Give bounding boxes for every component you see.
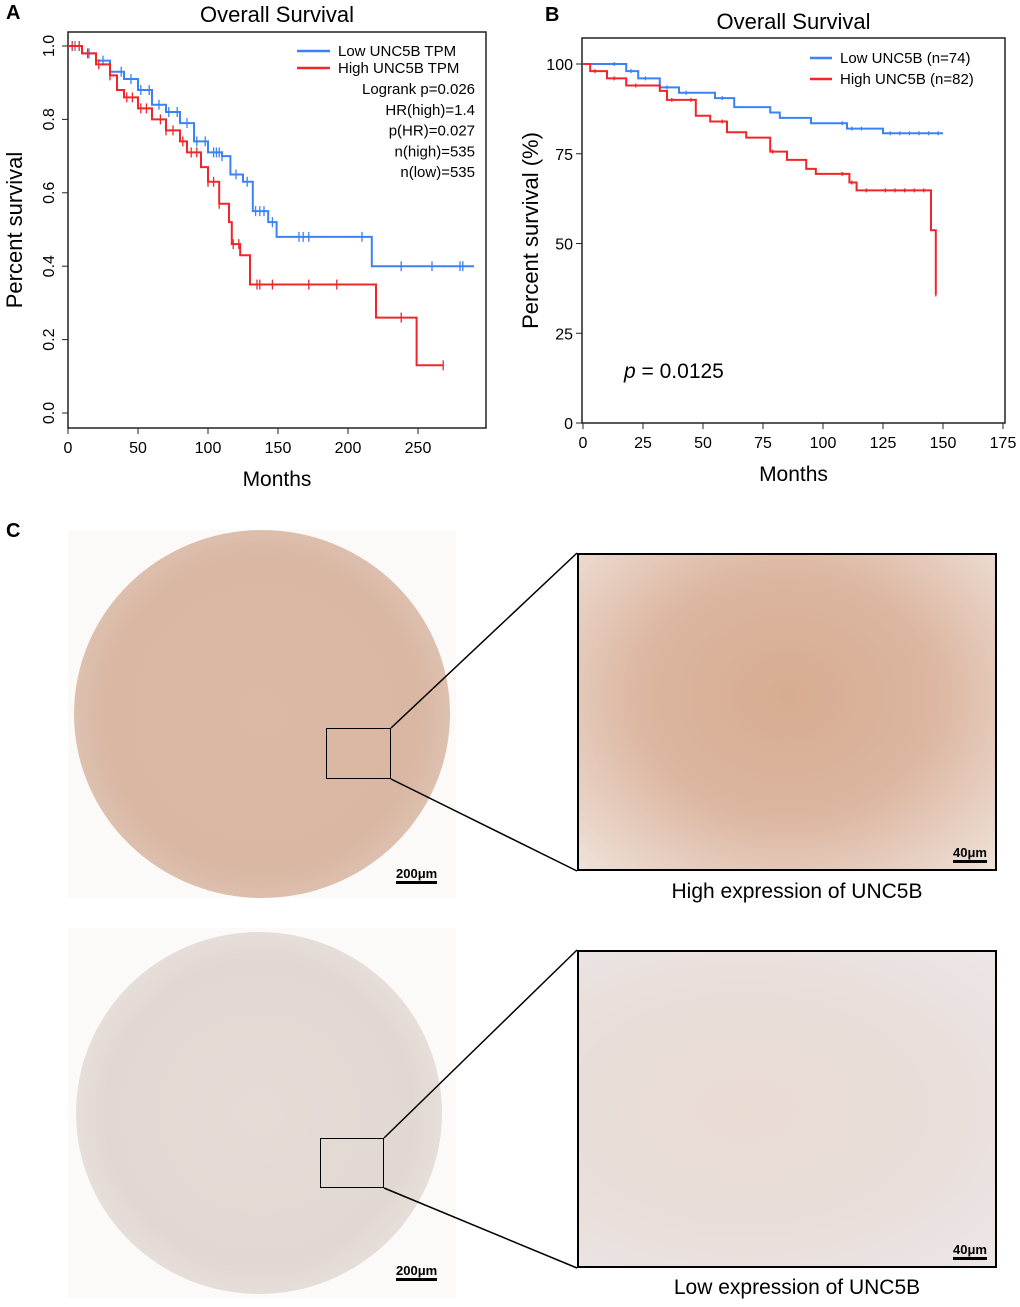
y-axis-label: Percent survival [2, 152, 27, 309]
caption-low: Low expression of UNC5B [673, 1276, 921, 1299]
km-chart-b: Overall Survival 0 25 50 75 100 125 150 175 0 25 50… [518, 9, 1017, 486]
y-tick-label: 0.0 [41, 402, 58, 424]
stat-line: p(HR)=0.027 [389, 123, 475, 140]
y-tick-label: 0.2 [41, 328, 58, 350]
scale-bar-low-large: 200μm [396, 1264, 438, 1281]
legend-label-low: Low UNC5B (n=74) [840, 50, 970, 67]
p-value: = 0.0125 [636, 360, 724, 383]
stat-line: n(low)=535 [400, 164, 475, 181]
x-tick-label: 125 [870, 435, 897, 452]
y-tick-label: 0.8 [41, 108, 58, 130]
panel-label-c: C [6, 520, 21, 542]
plot-frame [67, 31, 487, 429]
x-tick-label: 100 [195, 440, 222, 457]
stat-line: n(high)=535 [395, 143, 475, 160]
x-tick-label: 150 [265, 440, 292, 457]
scale-bar-high-small: 40μm [953, 846, 987, 863]
y-axis-label: Percent survival (%) [518, 132, 543, 329]
survival-curve-low [583, 63, 943, 135]
y-tick-label: 100 [546, 57, 573, 74]
y-tick-label: 0 [564, 416, 573, 433]
y-tick-label: 0.4 [41, 255, 58, 277]
x-tick-label: 50 [694, 435, 712, 452]
x-tick-label: 250 [405, 440, 432, 457]
x-tick-label: 150 [930, 435, 957, 452]
x-axis-label: Months [759, 463, 828, 486]
chart-title: Overall Survival [200, 2, 354, 27]
km-chart-a: Overall Survival 0 50 100 150 200 250 0.0 0.2 0.4… [2, 2, 487, 491]
y-tick-label: 75 [555, 147, 573, 164]
tma-core-high-image: 200μm [68, 530, 456, 898]
x-tick-label: 25 [634, 435, 652, 452]
scale-bar-low-small: 40μm [953, 1243, 987, 1260]
survival-curve-high [68, 45, 444, 367]
x-tick-label: 50 [129, 440, 147, 457]
tma-core-low-image: 200μm [68, 928, 456, 1298]
plot-frame [581, 37, 1006, 424]
p-value-annotation: p = 0.0125 [623, 360, 724, 383]
x-tick-label: 0 [64, 440, 73, 457]
y-tick-label: 1.0 [41, 35, 58, 57]
inset-box-low [320, 1138, 384, 1188]
chart-title: Overall Survival [716, 9, 870, 34]
panel-label-b: B [545, 4, 560, 26]
legend-label-high: High UNC5B (n=82) [840, 71, 974, 88]
p-label: p [623, 360, 636, 383]
zoom-low-image: 40μm [577, 950, 997, 1268]
panel-label-a: A [6, 2, 21, 24]
x-tick-label: 100 [810, 435, 837, 452]
caption-high: High expression of UNC5B [671, 880, 923, 903]
x-axis-label: Months [243, 468, 312, 491]
x-tick-label: 175 [990, 435, 1017, 452]
legend-label-high: High UNC5B TPM [338, 60, 459, 77]
x-tick-label: 75 [754, 435, 772, 452]
x-tick-label: 200 [335, 440, 362, 457]
zoom-high-image: 40μm [577, 553, 997, 871]
scale-bar-high-large: 200μm [396, 867, 438, 884]
y-tick-label: 25 [555, 326, 573, 343]
stat-line: Logrank p=0.026 [362, 81, 475, 98]
stat-line: HR(high)=1.4 [385, 102, 475, 119]
y-tick-label: 50 [555, 237, 573, 254]
y-tick-label: 0.6 [41, 182, 58, 204]
legend-label-low: Low UNC5B TPM [338, 43, 456, 60]
inset-box-high [326, 728, 391, 779]
x-tick-label: 0 [579, 435, 588, 452]
